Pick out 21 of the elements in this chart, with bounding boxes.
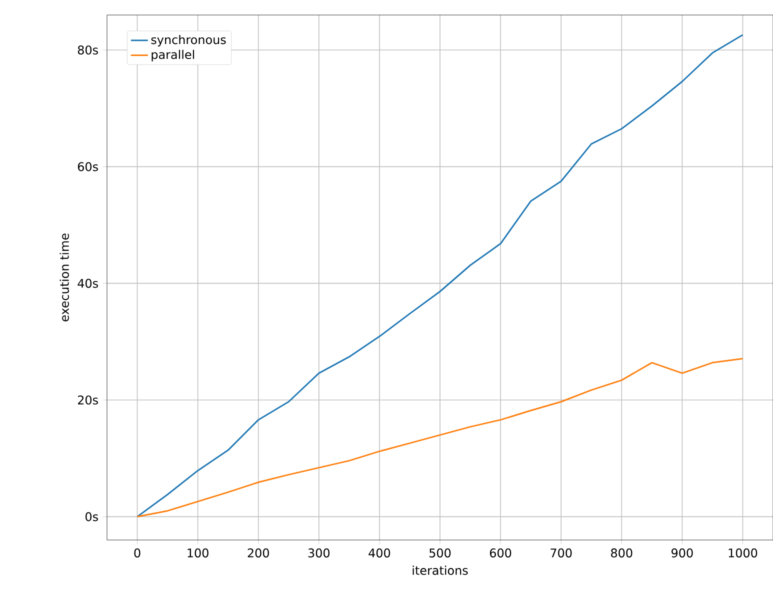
x-tick-label: 500 [430,548,451,558]
y-tick-label: 40s [78,278,98,288]
y-tick-label: 60s [78,162,98,172]
x-tick-label: 300 [308,548,330,558]
x-tick-label: 900 [672,548,693,558]
x-tick-label: 200 [248,548,269,558]
x-axis-title: iterations [412,566,468,575]
y-tick-label: 0s [86,512,98,522]
x-tick-label: 0 [134,548,140,558]
line-series [136,34,744,518]
x-tick-label: 600 [490,548,512,558]
y-tick-label: 80s [78,45,98,55]
x-tick-label: 400 [368,548,390,558]
y-tick-label: 20s [78,395,98,405]
legend-label: synchronous [151,34,226,47]
x-tick-label: 1000 [728,548,758,558]
legend-label: parallel [152,50,194,62]
x-tick-label: 100 [188,548,208,558]
y-axis-title: execution time [60,234,69,322]
x-tick-label: 800 [611,548,632,558]
x-tick-label: 700 [550,548,572,558]
